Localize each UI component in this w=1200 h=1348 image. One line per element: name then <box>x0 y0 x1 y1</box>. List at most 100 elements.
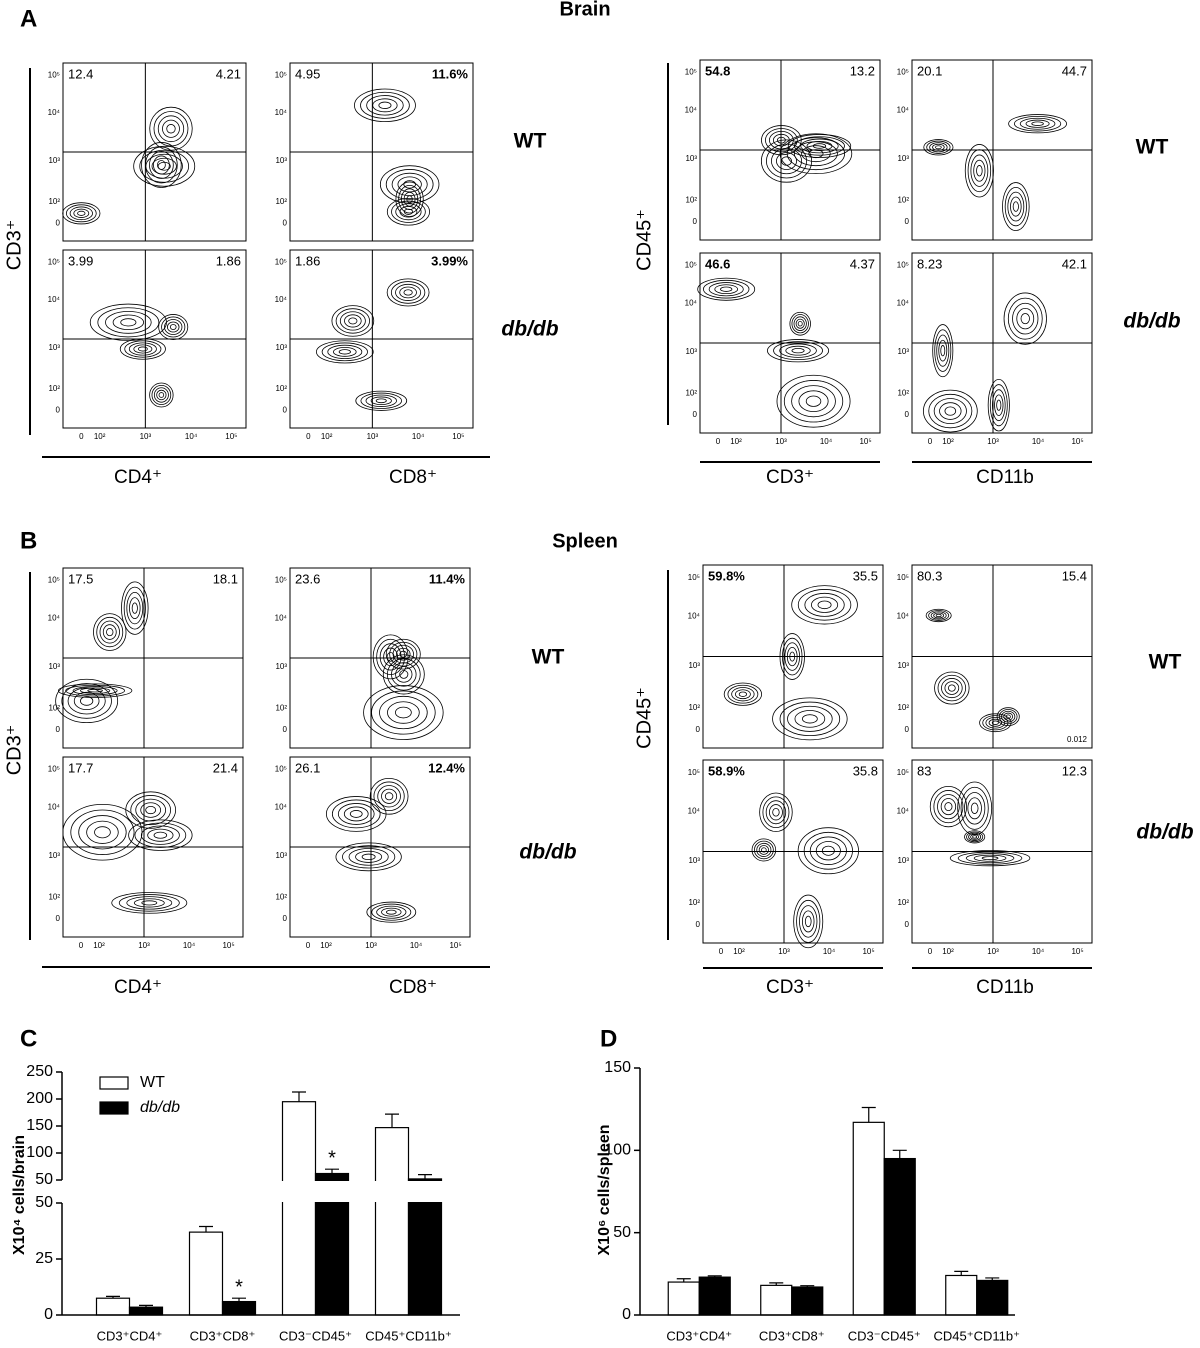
significance: * <box>235 1276 243 1298</box>
contour <box>137 346 148 352</box>
contour <box>61 683 112 719</box>
flow-tick-label: 10⁴ <box>688 806 701 815</box>
contour <box>936 334 950 367</box>
contour <box>344 314 362 328</box>
contour <box>141 900 158 906</box>
contour <box>149 106 193 151</box>
contour <box>800 138 839 154</box>
contour <box>390 281 426 304</box>
contour <box>342 845 396 869</box>
contour <box>987 378 1010 432</box>
contour <box>375 398 387 404</box>
contour <box>93 613 127 651</box>
contour <box>398 184 421 214</box>
bar <box>976 1279 1009 1316</box>
contour <box>124 340 162 358</box>
flow-tick-label: 10² <box>733 947 745 956</box>
flow-tick-label: 10² <box>897 389 909 398</box>
contour <box>366 901 417 923</box>
flow-tick-label: 10⁴ <box>897 611 910 620</box>
contours <box>697 277 851 428</box>
contour <box>738 691 748 697</box>
row-label: db/db <box>1123 310 1180 333</box>
contour <box>403 289 413 296</box>
flow-tick-label: 10⁵ <box>48 765 60 774</box>
bar <box>95 1297 131 1316</box>
contour <box>991 720 999 725</box>
contour <box>804 592 845 617</box>
contour <box>133 145 196 187</box>
contour <box>348 848 389 866</box>
bar <box>698 1276 731 1316</box>
contour <box>392 644 414 664</box>
error-bar <box>861 1106 876 1123</box>
quadrant-value: 80.3 <box>917 568 942 583</box>
contour <box>970 154 989 187</box>
quadrant-value: 3.99% <box>431 253 468 268</box>
contour <box>982 715 1009 731</box>
flow-tick-label: 10³ <box>275 851 287 860</box>
flow-tick-label: 10⁵ <box>48 576 60 585</box>
x-tick-label: CD3⁺CD8⁺ <box>759 1328 825 1343</box>
contour <box>145 153 183 179</box>
contour <box>776 152 797 170</box>
contour <box>797 321 803 327</box>
contour <box>972 835 978 839</box>
y-tick-label: 0 <box>622 1306 631 1323</box>
contour <box>772 697 848 741</box>
flow-tick-label: 0 <box>696 920 701 929</box>
error-bar <box>292 1091 306 1102</box>
contour <box>153 387 169 403</box>
quadrant-value: 20.1 <box>917 63 942 78</box>
contours <box>929 781 1031 867</box>
contour <box>938 339 948 362</box>
flow-tick-label: 10⁵ <box>449 941 461 950</box>
flow-tick-label: 10⁵ <box>897 68 909 77</box>
contour <box>385 638 421 670</box>
contour <box>785 345 811 356</box>
flow-tick-label: 10⁵ <box>859 437 871 446</box>
flow-tick-label: 10⁴ <box>897 299 910 308</box>
contour <box>96 616 124 648</box>
error-bar <box>232 1297 246 1302</box>
flow-tick-label: 10³ <box>138 941 150 950</box>
contour <box>129 597 141 620</box>
quadrant-value: 11.6% <box>432 66 469 81</box>
contour <box>62 804 143 861</box>
contour <box>111 892 188 914</box>
contour <box>366 95 404 116</box>
contour <box>723 682 763 706</box>
contour <box>391 172 428 197</box>
flow-tick-label: 0 <box>306 941 311 950</box>
contour <box>926 140 951 154</box>
contour <box>386 197 431 226</box>
quadrant-value: 4.37 <box>850 256 875 271</box>
contour <box>166 124 176 134</box>
x-axis-label: CD11b <box>976 977 1034 998</box>
contour <box>934 329 952 372</box>
contour <box>941 678 963 699</box>
flow-tick-label: 10⁴ <box>823 947 836 956</box>
flow-tick-label: 10⁵ <box>275 765 287 774</box>
contour <box>1014 115 1062 132</box>
flow-tick-label: 0 <box>56 914 61 923</box>
contour <box>934 671 970 705</box>
contour <box>935 613 942 618</box>
contours <box>89 303 189 408</box>
contour <box>940 345 946 357</box>
error-bar <box>892 1149 907 1159</box>
flow-tick-label: 10⁵ <box>688 768 700 777</box>
flow-tick-label: 0 <box>716 437 721 446</box>
quadrant-value: 42.1 <box>1062 256 1087 271</box>
flow-tick-label: 10⁵ <box>275 71 287 80</box>
y-tick-label: 100 <box>604 1142 631 1159</box>
contour <box>371 690 436 735</box>
flow-tick-label: 0 <box>56 218 61 227</box>
flow-tick-label: 10³ <box>685 154 697 163</box>
flow-tick-label: 10⁴ <box>1032 437 1045 446</box>
legend-label: WT <box>140 1074 165 1091</box>
contour <box>70 809 135 855</box>
contour <box>821 845 835 856</box>
contour <box>805 395 822 407</box>
